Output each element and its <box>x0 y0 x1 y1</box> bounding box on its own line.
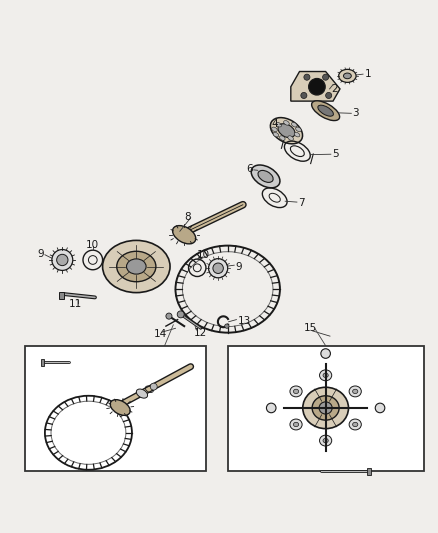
Ellipse shape <box>290 419 302 430</box>
Text: 12: 12 <box>194 328 207 337</box>
Ellipse shape <box>290 386 302 397</box>
Ellipse shape <box>293 422 299 426</box>
Text: 11: 11 <box>69 300 82 309</box>
Ellipse shape <box>278 124 295 138</box>
Ellipse shape <box>288 136 293 140</box>
Ellipse shape <box>273 132 279 137</box>
Ellipse shape <box>102 240 170 293</box>
Text: 4: 4 <box>271 119 278 129</box>
Text: 3: 3 <box>353 108 359 118</box>
Ellipse shape <box>117 251 156 282</box>
Ellipse shape <box>303 387 349 429</box>
Text: 15: 15 <box>304 324 317 333</box>
Ellipse shape <box>311 101 339 120</box>
Ellipse shape <box>276 123 282 127</box>
Text: 5: 5 <box>332 149 339 159</box>
Circle shape <box>325 92 332 99</box>
Ellipse shape <box>208 259 228 278</box>
Ellipse shape <box>293 389 299 393</box>
Circle shape <box>313 505 324 516</box>
Ellipse shape <box>349 386 361 397</box>
Ellipse shape <box>266 403 276 413</box>
Circle shape <box>322 74 328 80</box>
Ellipse shape <box>127 259 146 274</box>
Text: 10: 10 <box>197 250 210 260</box>
Circle shape <box>177 311 184 318</box>
Ellipse shape <box>323 439 328 443</box>
Text: 9: 9 <box>38 249 44 260</box>
Circle shape <box>301 92 307 99</box>
Circle shape <box>57 254 68 265</box>
Ellipse shape <box>312 396 339 420</box>
Bar <box>367 467 371 474</box>
Ellipse shape <box>294 132 300 137</box>
Ellipse shape <box>320 370 332 381</box>
Ellipse shape <box>270 118 303 144</box>
Ellipse shape <box>349 419 361 430</box>
Bar <box>59 292 64 298</box>
Polygon shape <box>291 71 340 101</box>
Circle shape <box>225 324 229 328</box>
Ellipse shape <box>309 78 325 95</box>
Circle shape <box>150 383 157 390</box>
Bar <box>228 346 424 471</box>
Ellipse shape <box>323 373 328 377</box>
Text: 9: 9 <box>235 262 242 271</box>
Ellipse shape <box>318 105 333 116</box>
Ellipse shape <box>110 400 130 415</box>
Ellipse shape <box>272 127 277 132</box>
Text: 8: 8 <box>184 212 191 222</box>
Text: 10: 10 <box>85 240 99 250</box>
Ellipse shape <box>136 389 148 398</box>
Ellipse shape <box>321 349 330 358</box>
Ellipse shape <box>319 402 332 414</box>
Ellipse shape <box>353 422 358 426</box>
Ellipse shape <box>291 123 297 127</box>
Text: 6: 6 <box>247 165 253 174</box>
Text: 2: 2 <box>331 84 337 94</box>
Ellipse shape <box>343 73 351 79</box>
Text: 13: 13 <box>238 317 251 326</box>
Ellipse shape <box>279 136 285 140</box>
Text: 14: 14 <box>154 328 167 338</box>
Circle shape <box>304 74 310 80</box>
Ellipse shape <box>284 120 289 125</box>
Ellipse shape <box>375 403 385 413</box>
Circle shape <box>166 313 172 319</box>
Bar <box>25 346 206 471</box>
Ellipse shape <box>320 435 332 446</box>
Ellipse shape <box>52 249 73 270</box>
Ellipse shape <box>296 127 301 132</box>
Bar <box>41 359 44 366</box>
Ellipse shape <box>251 165 280 188</box>
Ellipse shape <box>339 69 356 83</box>
Ellipse shape <box>258 171 273 182</box>
Text: 1: 1 <box>365 69 371 79</box>
Text: 7: 7 <box>298 198 305 208</box>
Ellipse shape <box>173 225 196 244</box>
Circle shape <box>213 263 223 273</box>
Ellipse shape <box>353 389 358 393</box>
